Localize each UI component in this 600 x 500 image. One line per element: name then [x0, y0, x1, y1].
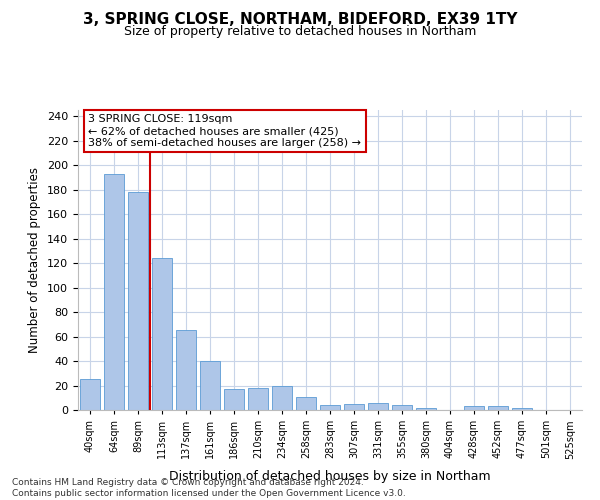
Bar — [128, 192, 148, 410]
Bar — [248, 388, 268, 410]
Text: Contains HM Land Registry data © Crown copyright and database right 2024.
Contai: Contains HM Land Registry data © Crown c… — [12, 478, 406, 498]
Bar — [368, 402, 388, 410]
Text: Size of property relative to detached houses in Northam: Size of property relative to detached ho… — [124, 25, 476, 38]
Bar — [344, 404, 364, 410]
X-axis label: Distribution of detached houses by size in Northam: Distribution of detached houses by size … — [169, 470, 491, 482]
Bar — [80, 380, 100, 410]
Text: 3, SPRING CLOSE, NORTHAM, BIDEFORD, EX39 1TY: 3, SPRING CLOSE, NORTHAM, BIDEFORD, EX39… — [83, 12, 517, 28]
Bar — [152, 258, 172, 410]
Bar — [272, 386, 292, 410]
Bar — [392, 405, 412, 410]
Y-axis label: Number of detached properties: Number of detached properties — [28, 167, 41, 353]
Bar — [416, 408, 436, 410]
Bar — [296, 396, 316, 410]
Text: 3 SPRING CLOSE: 119sqm
← 62% of detached houses are smaller (425)
38% of semi-de: 3 SPRING CLOSE: 119sqm ← 62% of detached… — [88, 114, 361, 148]
Bar — [200, 361, 220, 410]
Bar — [224, 389, 244, 410]
Bar — [488, 406, 508, 410]
Bar — [176, 330, 196, 410]
Bar — [464, 406, 484, 410]
Bar — [512, 408, 532, 410]
Bar — [104, 174, 124, 410]
Bar — [320, 405, 340, 410]
